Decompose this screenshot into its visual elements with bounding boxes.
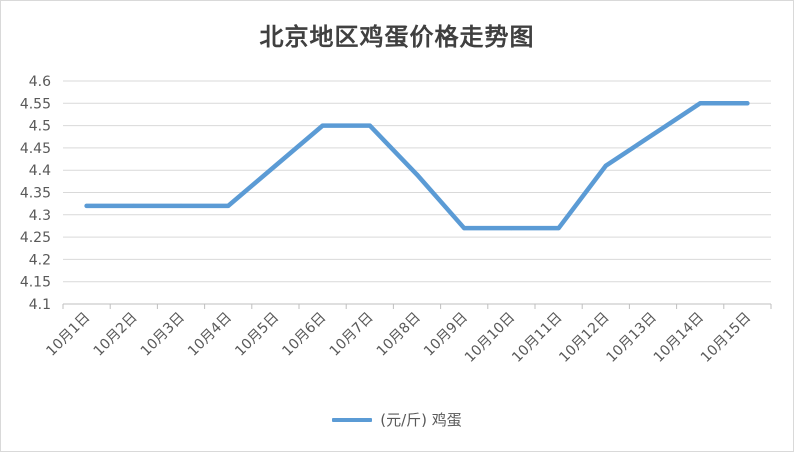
y-tick-label: 4.2 (29, 252, 51, 268)
y-axis-ticks: 4.1 4.15 4.2 4.25 4.3 4.35 4.4 4.45 4.5 4.55 4.6 (20, 74, 51, 313)
data-point (462, 226, 467, 231)
y-tick-label: 4.3 (29, 208, 51, 224)
legend-label: (元/斤) 鸡蛋 (380, 411, 462, 429)
y-tick-label: 4.4 (29, 163, 51, 179)
data-point (556, 226, 561, 231)
data-point (603, 163, 608, 168)
data-point (273, 163, 278, 168)
data-point (509, 226, 514, 231)
data-point (226, 203, 231, 208)
y-tick-label: 4.5 (29, 119, 51, 135)
data-point (320, 123, 325, 128)
y-tick-label: 4.1 (29, 297, 51, 313)
y-tick-label: 4.15 (20, 275, 51, 291)
x-tick-label: 10月12日 (556, 310, 612, 366)
y-tick-label: 4.45 (20, 141, 51, 157)
data-point (84, 203, 89, 208)
x-axis: 10月1日10月2日10月3日10月4日10月5日10月6日10月7日10月8日… (43, 304, 772, 366)
x-tick-label: 10月6日 (279, 310, 329, 360)
data-point (651, 132, 655, 137)
series-lines (84, 101, 750, 231)
x-tick-label: 10月10日 (462, 310, 518, 366)
y-tick-label: 4.35 (20, 186, 51, 202)
gridlines (63, 80, 771, 305)
data-point (179, 203, 183, 208)
line-chart: 4.1 4.15 4.2 4.25 4.3 4.35 4.4 4.45 4.5 4.55 4.6 1… (20, 74, 772, 366)
legend: (元/斤) 鸡蛋 (1, 409, 793, 430)
x-tick-label: 10月3日 (138, 310, 188, 360)
data-point (698, 101, 703, 106)
x-tick-label: 10月14日 (651, 310, 707, 366)
y-tick-label: 4.25 (20, 230, 51, 246)
x-tick-label: 10月5日 (232, 310, 282, 360)
x-tick-label: 10月2日 (91, 310, 141, 360)
x-tick-label: 10月4日 (185, 310, 235, 360)
x-tick-label: 10月13日 (604, 310, 660, 366)
data-point (415, 172, 419, 177)
y-tick-label: 4.55 (20, 96, 51, 112)
chart-title: 北京地区鸡蛋价格走势图 (259, 22, 535, 51)
data-point (367, 123, 372, 128)
y-tick-label: 4.6 (29, 74, 51, 90)
legend-swatch (332, 417, 373, 422)
x-tick-label: 10月7日 (327, 310, 377, 360)
series-line (84, 101, 750, 231)
x-tick-label: 10月15日 (698, 310, 754, 366)
data-point (745, 101, 750, 106)
x-tick-label: 10月11日 (509, 310, 565, 366)
x-tick-label: 10月1日 (43, 310, 93, 360)
x-tick-label: 10月8日 (374, 310, 424, 360)
data-point (131, 203, 136, 208)
